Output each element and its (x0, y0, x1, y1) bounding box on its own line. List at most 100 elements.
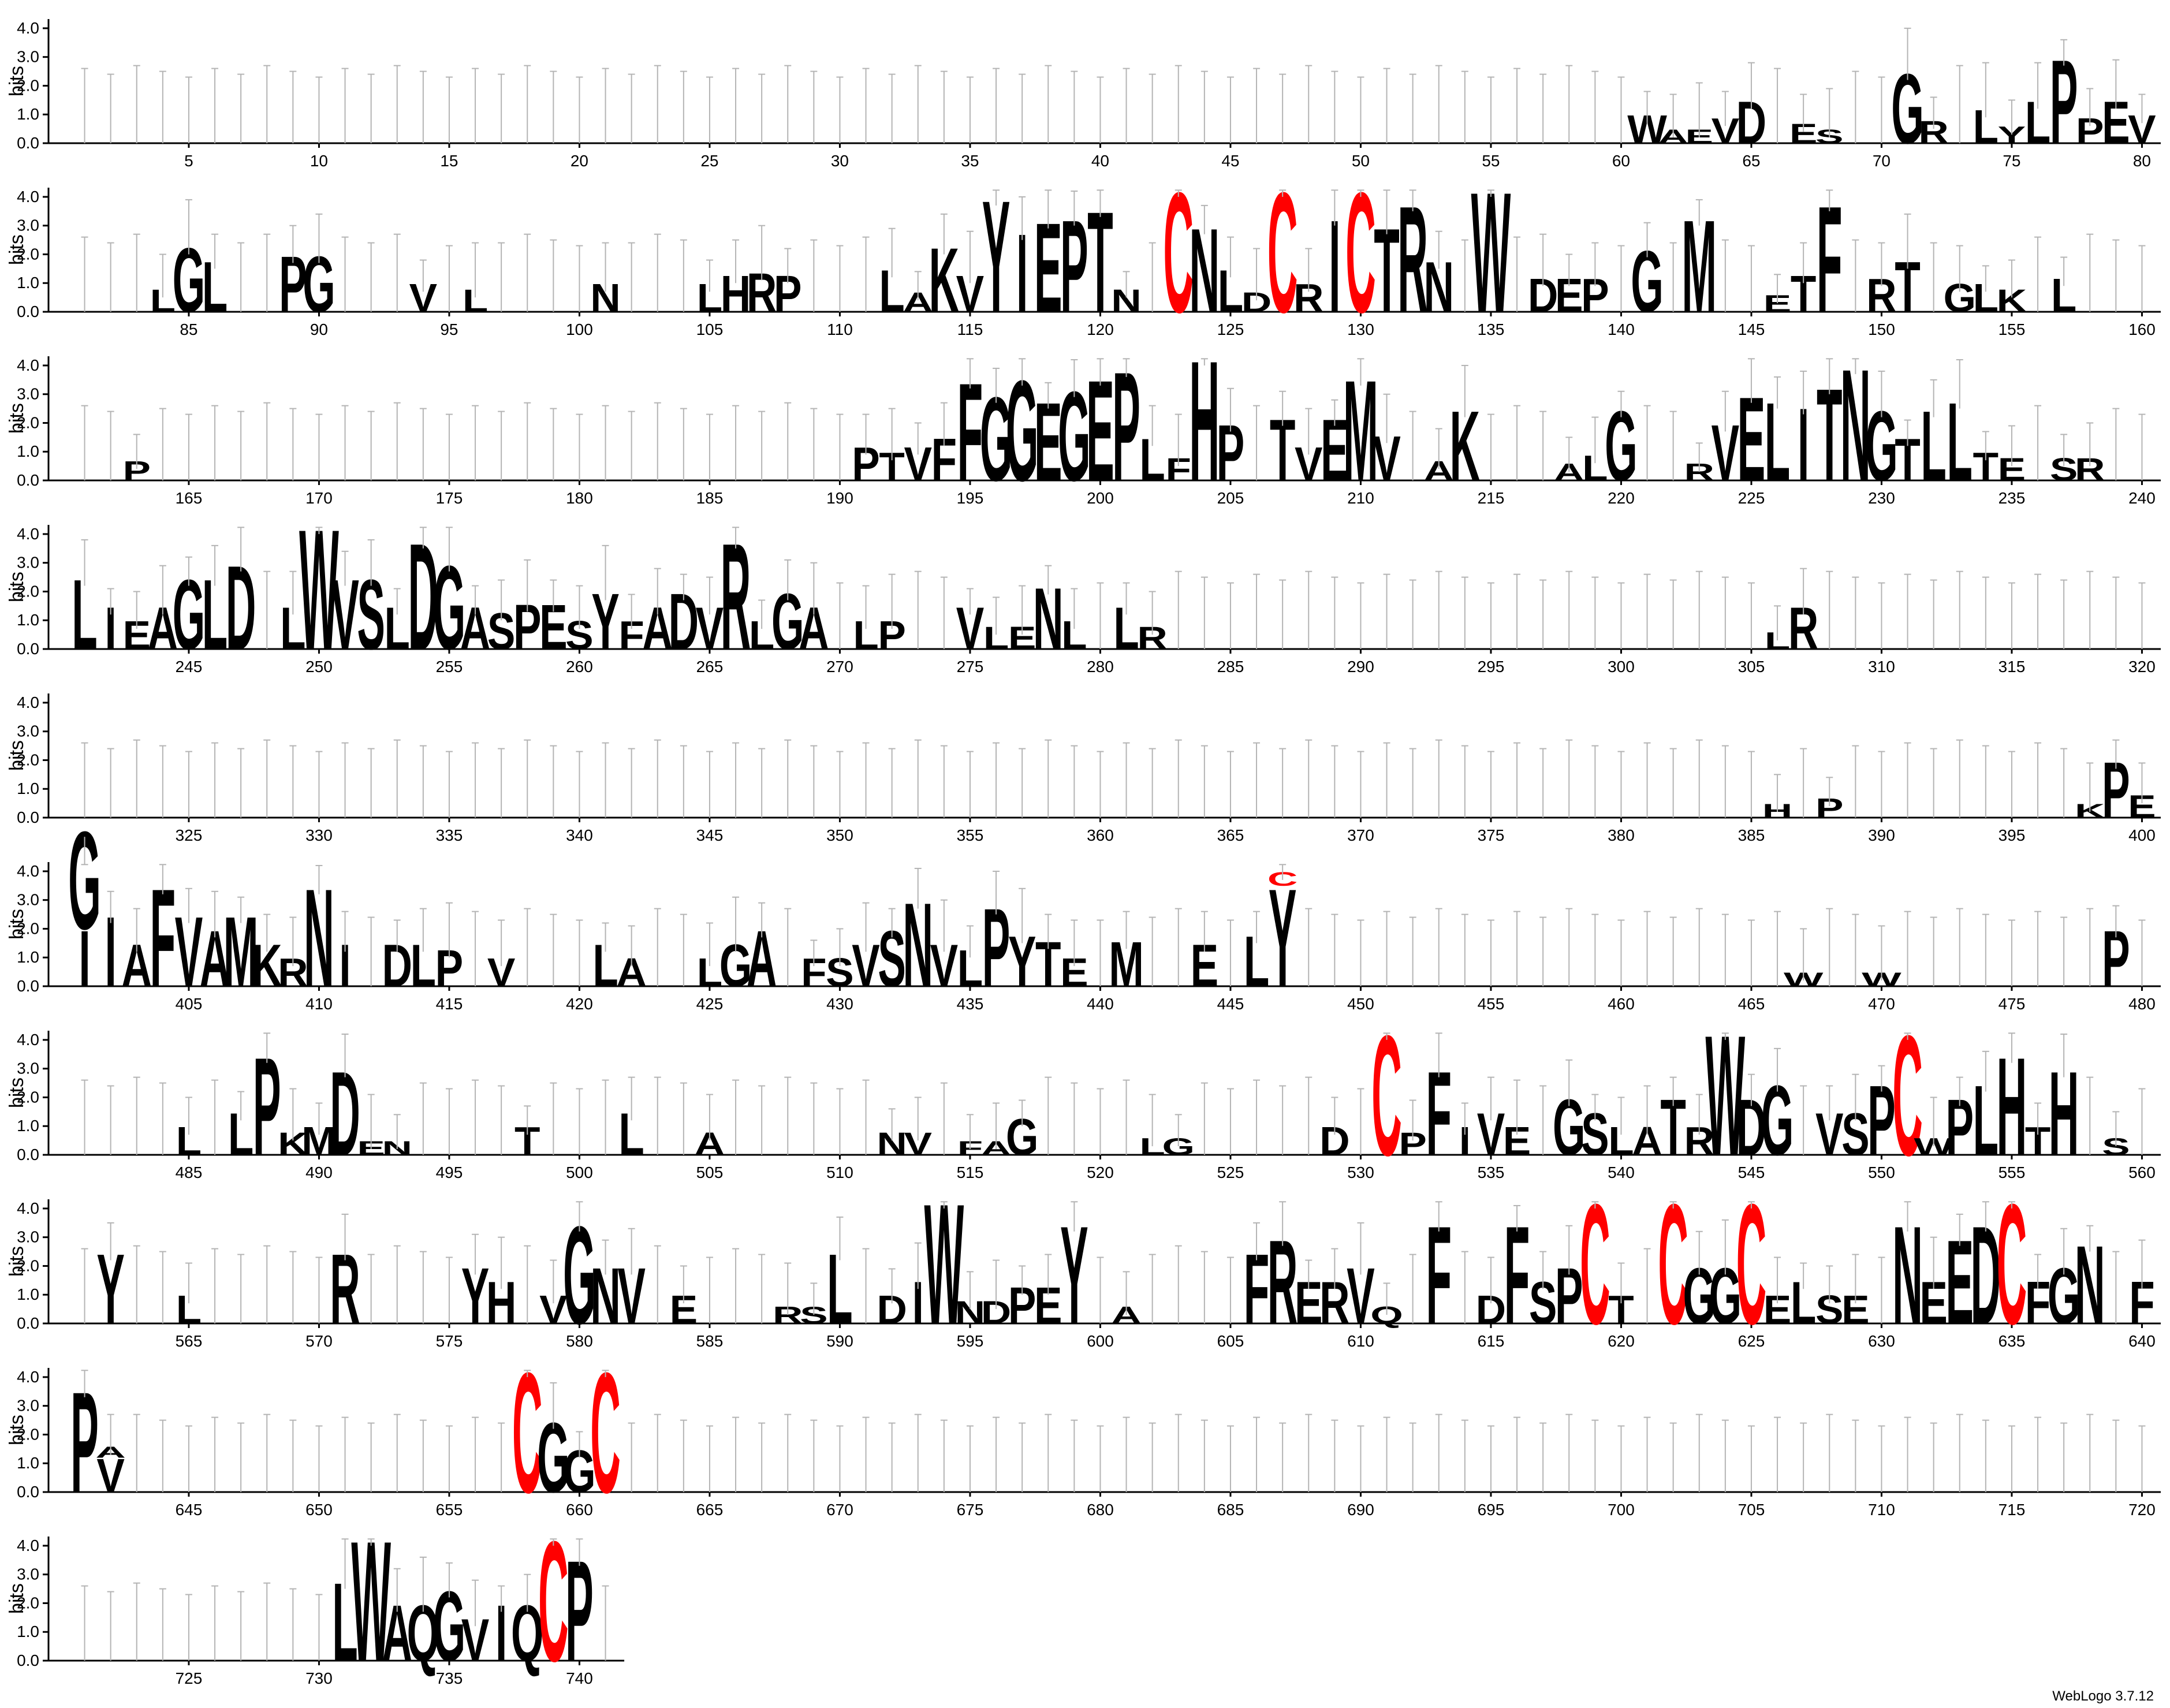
x-tick-label: 170 (305, 489, 333, 507)
y-tick-label: 3.0 (17, 1060, 39, 1077)
y-tick-label: 0.0 (17, 977, 39, 995)
y-tick-label: 4.0 (17, 19, 39, 37)
residue-W: W (924, 1168, 964, 1360)
x-tick-label: 550 (1868, 1163, 1895, 1181)
x-tick-label: 40 (1091, 152, 1109, 170)
y-tick-label: 4.0 (17, 356, 39, 374)
y-tick-label: 2.0 (17, 1256, 39, 1274)
residue-C: C (1371, 1000, 1402, 1191)
x-tick-label: 140 (1608, 320, 1635, 338)
y-axis-label: bits (6, 66, 28, 96)
x-tick-label: 645 (176, 1501, 203, 1519)
x-tick-label: 740 (566, 1669, 593, 1687)
residue-C: C (538, 1505, 569, 1697)
y-tick-label: 1.0 (17, 105, 39, 123)
y-tick-label: 0.0 (17, 1314, 39, 1332)
x-tick-label: 690 (1347, 1501, 1374, 1519)
x-tick-label: 425 (696, 995, 724, 1013)
y-axis-label: bits (6, 740, 28, 771)
x-tick-label: 200 (1087, 489, 1114, 507)
x-tick-label: 10 (310, 152, 328, 170)
y-tick-label: 0.0 (17, 1483, 39, 1501)
residue-W: W (1706, 1000, 1746, 1191)
x-tick-label: 585 (696, 1332, 724, 1350)
x-tick-label: 65 (1742, 152, 1760, 170)
y-tick-label: 4.0 (17, 1537, 39, 1554)
x-tick-label: 720 (2128, 1501, 2156, 1519)
x-tick-label: 270 (826, 658, 853, 676)
y-axis-label: bits (6, 403, 28, 434)
x-tick-label: 105 (696, 320, 724, 338)
x-tick-label: 700 (1608, 1501, 1635, 1519)
x-tick-label: 340 (566, 826, 593, 844)
x-tick-label: 85 (180, 320, 197, 338)
residue-I: I (1459, 1120, 1471, 1164)
y-axis-label: bits (6, 572, 28, 602)
x-tick-label: 610 (1347, 1332, 1374, 1350)
y-tick-label: 2.0 (17, 1088, 39, 1106)
x-tick-label: 165 (176, 489, 203, 507)
x-tick-label: 295 (1478, 658, 1505, 676)
y-tick-label: 4.0 (17, 525, 39, 543)
x-tick-label: 580 (566, 1332, 593, 1350)
x-tick-label: 355 (957, 826, 984, 844)
y-tick-label: 3.0 (17, 722, 39, 740)
y-axis-label: bits (6, 1246, 28, 1277)
x-tick-label: 15 (440, 152, 458, 170)
y-axis-label: bits (6, 1583, 28, 1614)
x-tick-label: 45 (1221, 152, 1239, 170)
y-tick-label: 2.0 (17, 245, 39, 263)
x-tick-label: 260 (566, 658, 593, 676)
x-tick-label: 305 (1738, 658, 1765, 676)
y-tick-label: 0.0 (17, 303, 39, 320)
x-tick-label: 525 (1217, 1163, 1244, 1181)
residue-I: I (105, 595, 117, 662)
x-tick-label: 30 (831, 152, 849, 170)
x-tick-label: 275 (957, 658, 984, 676)
y-tick-label: 3.0 (17, 1228, 39, 1246)
x-tick-label: 555 (1999, 1163, 2026, 1181)
y-tick-label: 0.0 (17, 1146, 39, 1163)
logo-row-3: 0.0 1.0 2.0 3.0 4.0 bits 165 170 175 180 185 190 195… (6, 325, 2161, 517)
residue-C: C (1580, 1168, 1610, 1360)
x-tick-label: 215 (1478, 489, 1505, 507)
logo-row-9: 0.0 1.0 2.0 3.0 4.0 bits 645 650 655 660 665 670 675… (6, 1337, 2161, 1528)
y-tick-label: 3.0 (17, 1565, 39, 1583)
x-tick-label: 230 (1868, 489, 1895, 507)
residue-C: C (1267, 156, 1298, 348)
x-tick-label: 95 (440, 320, 458, 338)
residue-Y: Y (1269, 860, 1297, 1016)
x-tick-label: 540 (1608, 1163, 1635, 1181)
logo-row-6: 0.0 1.0 2.0 3.0 4.0 bits 405 410 415 420 425 430 435… (6, 802, 2161, 1016)
x-tick-label: 20 (571, 152, 588, 170)
x-tick-label: 520 (1087, 1163, 1114, 1181)
weblogo-credit: WebLogo 3.7.12 (2052, 1688, 2154, 1704)
y-tick-label: 4.0 (17, 188, 39, 206)
logo-row-5: 0.0 1.0 2.0 3.0 4.0 bits 325 330 335 340 345 350 355… (6, 693, 2161, 844)
residue-I: I (495, 1589, 507, 1678)
y-tick-label: 3.0 (17, 554, 39, 572)
x-tick-label: 110 (827, 320, 853, 338)
y-tick-label: 3.0 (17, 217, 39, 234)
x-tick-label: 155 (1999, 320, 2026, 338)
x-tick-label: 390 (1868, 826, 1895, 844)
x-tick-label: 460 (1608, 995, 1635, 1013)
y-axis-label: bits (6, 234, 28, 265)
residue-W: W (1471, 156, 1511, 348)
residue-I: I (912, 1269, 924, 1336)
x-tick-label: 130 (1347, 320, 1374, 338)
x-tick-label: 245 (176, 658, 203, 676)
x-tick-label: 180 (566, 489, 593, 507)
x-tick-label: 465 (1738, 995, 1765, 1013)
x-tick-label: 595 (957, 1332, 984, 1350)
residue-I: I (339, 932, 351, 999)
y-tick-label: 1.0 (17, 1623, 39, 1640)
x-tick-label: 630 (1868, 1332, 1895, 1350)
y-tick-label: 3.0 (17, 48, 39, 66)
x-tick-label: 405 (176, 995, 203, 1013)
x-tick-label: 430 (826, 995, 853, 1013)
y-tick-label: 0.0 (17, 134, 39, 152)
y-tick-label: 1.0 (17, 780, 39, 797)
